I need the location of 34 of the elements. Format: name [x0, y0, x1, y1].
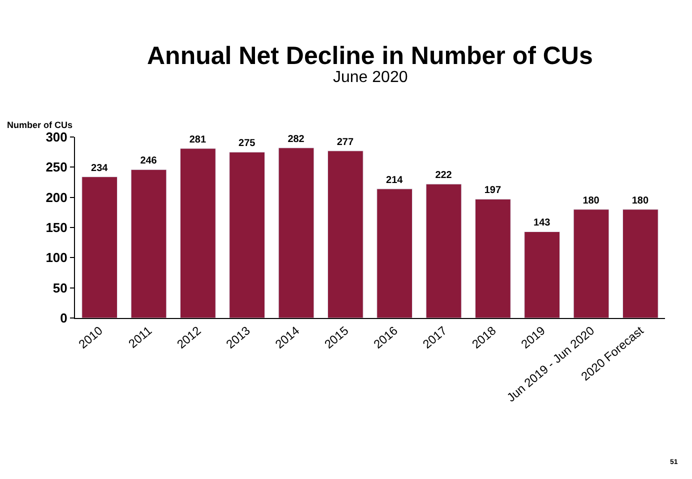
bar [426, 184, 462, 318]
y-tick-label: 0 [60, 310, 68, 326]
y-tick-label: 250 [46, 160, 68, 175]
bar [229, 152, 266, 318]
bar [327, 150, 364, 318]
data-label: 246 [140, 156, 158, 167]
y-tick-label: 200 [46, 190, 68, 205]
data-label: 234 [91, 162, 108, 174]
y-tick-label: 300 [46, 130, 68, 145]
data-label: 275 [238, 138, 256, 150]
chart-subtitle: June 2020 [333, 69, 408, 86]
bar [524, 231, 560, 318]
data-label: 214 [386, 174, 404, 186]
bar [573, 209, 610, 318]
bar [622, 209, 658, 318]
bar [278, 148, 314, 318]
y-tick-label: 100 [46, 250, 68, 266]
bar [376, 188, 413, 318]
bar [474, 198, 511, 318]
bar [82, 176, 118, 318]
bar [130, 169, 167, 318]
data-label: 180 [632, 195, 649, 206]
y-axis-title: Number of CUs [7, 120, 73, 130]
y-tick-label: 50 [52, 280, 68, 296]
data-label: 281 [189, 134, 206, 146]
data-label: 143 [534, 218, 551, 229]
data-label: 222 [435, 170, 452, 182]
data-label: 282 [288, 134, 305, 145]
bar [180, 148, 216, 318]
y-tick-label: 150 [46, 220, 68, 236]
data-label: 277 [336, 136, 354, 148]
data-label: 197 [484, 185, 502, 196]
chart-title: Annual Net Decline in Number of CUs [147, 42, 593, 70]
data-label: 180 [582, 195, 600, 206]
